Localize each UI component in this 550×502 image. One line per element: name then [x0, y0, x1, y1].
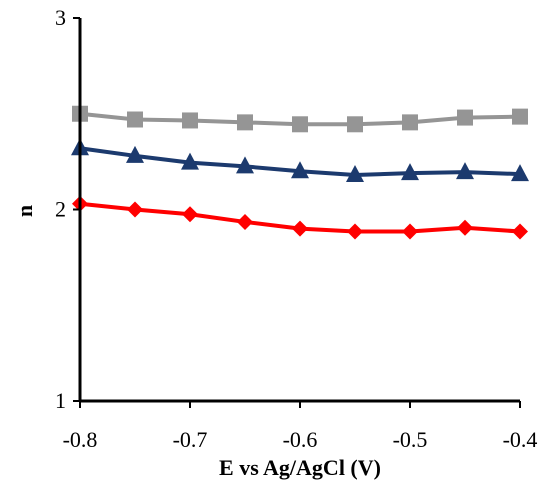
data-point-square — [292, 116, 308, 133]
data-point-square — [347, 116, 363, 133]
y-tick-label: 1 — [55, 388, 66, 413]
data-point-diamond — [127, 201, 143, 218]
series-1 — [72, 105, 528, 133]
series-3 — [72, 195, 528, 240]
data-point-triangle — [401, 163, 419, 181]
x-axis-title: E vs Ag/AgCl (V) — [219, 455, 381, 480]
data-point-triangle — [346, 165, 364, 183]
data-point-square — [182, 112, 198, 129]
data-point-triangle — [456, 162, 474, 180]
y-tick-label: 3 — [55, 5, 66, 30]
series-layer — [71, 105, 529, 240]
data-point-diamond — [457, 219, 473, 236]
data-point-diamond — [237, 213, 253, 230]
data-point-diamond — [292, 220, 308, 237]
y-tick-label: 2 — [55, 197, 66, 222]
x-tick-label: -0.5 — [393, 427, 428, 452]
x-tick-label: -0.7 — [173, 427, 208, 452]
data-point-triangle — [126, 145, 144, 163]
tick-layer: -0.8 -0.7 -0.6 -0.5 -0.4 1 2 3 — [55, 5, 537, 452]
x-tick-label: -0.4 — [503, 427, 538, 452]
data-point-diamond — [347, 223, 363, 240]
data-point-square — [402, 114, 418, 131]
data-point-square — [457, 109, 473, 126]
data-point-triangle — [291, 161, 309, 179]
data-point-square — [512, 108, 528, 125]
x-tick-label: -0.6 — [283, 427, 318, 452]
data-point-diamond — [512, 223, 528, 240]
data-point-square — [127, 111, 143, 128]
x-tick-label: -0.8 — [63, 427, 98, 452]
data-point-triangle — [181, 152, 199, 170]
data-point-triangle — [236, 156, 254, 174]
y-axis-title: n — [12, 205, 37, 217]
data-point-diamond — [402, 223, 418, 240]
data-point-square — [237, 114, 253, 131]
data-point-diamond — [182, 206, 198, 223]
data-point-triangle — [511, 164, 529, 182]
series-2 — [71, 138, 529, 183]
